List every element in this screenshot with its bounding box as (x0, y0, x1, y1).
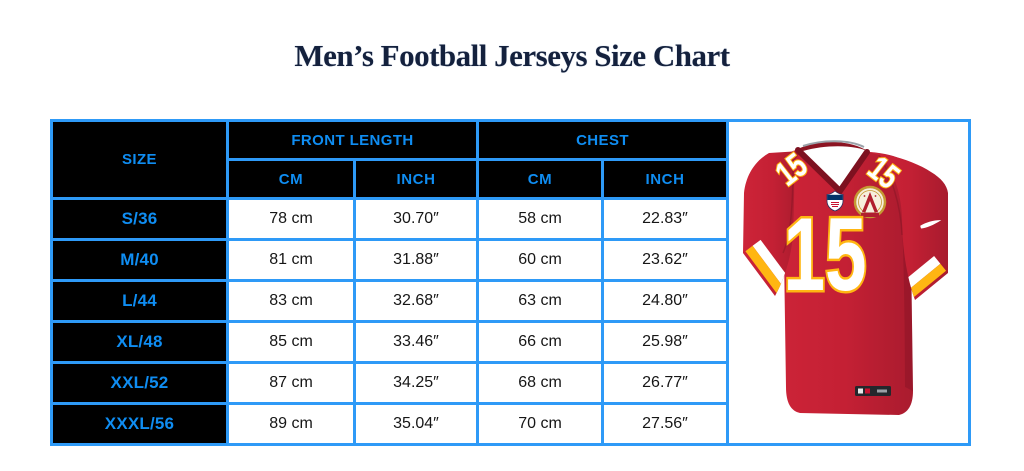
chest-inch-value: 22.83″ (601, 197, 729, 241)
chest-number: 15 (781, 194, 869, 314)
table-row: XL/48 85 cm 33.46″ 66 cm 25.98″ (50, 320, 970, 364)
nike-swoosh-icon (919, 219, 941, 228)
jersey-torso (772, 149, 918, 415)
size-label: XXXL/56 (50, 402, 229, 446)
front-inch-value: 32.68″ (353, 279, 479, 323)
jock-tag (854, 385, 891, 396)
size-label: XL/48 (50, 320, 229, 364)
chest-inch-value: 27.56″ (601, 402, 729, 446)
left-seam (781, 162, 794, 253)
jersey-shading (901, 222, 915, 391)
chest-inch-value: 24.80″ (601, 279, 729, 323)
chest-cm-value: 63 cm (476, 279, 604, 323)
team-patch-icon (853, 185, 886, 218)
header-chest-inch: INCH (601, 158, 729, 200)
chest-cm-value: 66 cm (476, 320, 604, 364)
header-chest-cm: CM (476, 158, 604, 200)
v-neck-trim (794, 146, 870, 196)
football-jersey-illustration: 15 15 (742, 139, 948, 415)
nfl-shield-icon (826, 189, 843, 211)
collar-inner-line (802, 139, 864, 148)
svg-text:15: 15 (783, 197, 866, 313)
chest-inch-value: 25.98″ (601, 320, 729, 364)
front-cm-value: 87 cm (226, 361, 356, 405)
chest-inch-value: 23.62″ (601, 238, 729, 282)
size-chart-table: SIZE FRONT LENGTH CHEST (50, 119, 971, 446)
chest-cm-value: 70 cm (476, 402, 604, 446)
front-inch-value: 31.88″ (353, 238, 479, 282)
chest-cm-value: 68 cm (476, 361, 604, 405)
size-label: S/36 (50, 197, 229, 241)
chest-inch-value: 26.77″ (601, 361, 729, 405)
table-row: L/44 83 cm 32.68″ 63 cm 24.80″ (50, 279, 970, 323)
front-inch-value: 35.04″ (353, 402, 479, 446)
chest-cm-value: 60 cm (476, 238, 604, 282)
header-front-length: FRONT LENGTH (226, 119, 479, 161)
front-cm-value: 81 cm (226, 238, 356, 282)
front-cm-value: 85 cm (226, 320, 356, 364)
page-title: Men’s Football Jerseys Size Chart (294, 38, 730, 73)
right-sleeve-stripes (900, 255, 946, 298)
front-inch-value: 34.25″ (353, 361, 479, 405)
front-inch-value: 30.70″ (353, 197, 479, 241)
left-sleeve-stripes (744, 239, 793, 294)
back-collar (795, 141, 869, 152)
header-size: SIZE (50, 119, 229, 200)
table-row: S/36 78 cm 30.70″ 58 cm 22.83″ (50, 197, 970, 241)
size-label: L/44 (50, 279, 229, 323)
size-label: XXL/52 (50, 361, 229, 405)
right-seam (877, 154, 903, 235)
header-chest: CHEST (476, 119, 729, 161)
front-cm-value: 83 cm (226, 279, 356, 323)
header-front-inch: INCH (353, 158, 479, 200)
chest-cm-value: 58 cm (476, 197, 604, 241)
jersey-image: 15 15 (729, 135, 968, 431)
table-row: M/40 81 cm 31.88″ 60 cm 23.62″ (50, 238, 970, 282)
size-label: M/40 (50, 238, 229, 282)
front-inch-value: 33.46″ (353, 320, 479, 364)
jersey-image-cell: 15 15 (726, 119, 971, 446)
header-front-cm: CM (226, 158, 356, 200)
front-cm-value: 78 cm (226, 197, 356, 241)
table-row: XXXL/56 89 cm 35.04″ 70 cm 27.56″ (50, 402, 970, 446)
front-cm-value: 89 cm (226, 402, 356, 446)
table-row: XXL/52 87 cm 34.25″ 68 cm 26.77″ (50, 361, 970, 405)
